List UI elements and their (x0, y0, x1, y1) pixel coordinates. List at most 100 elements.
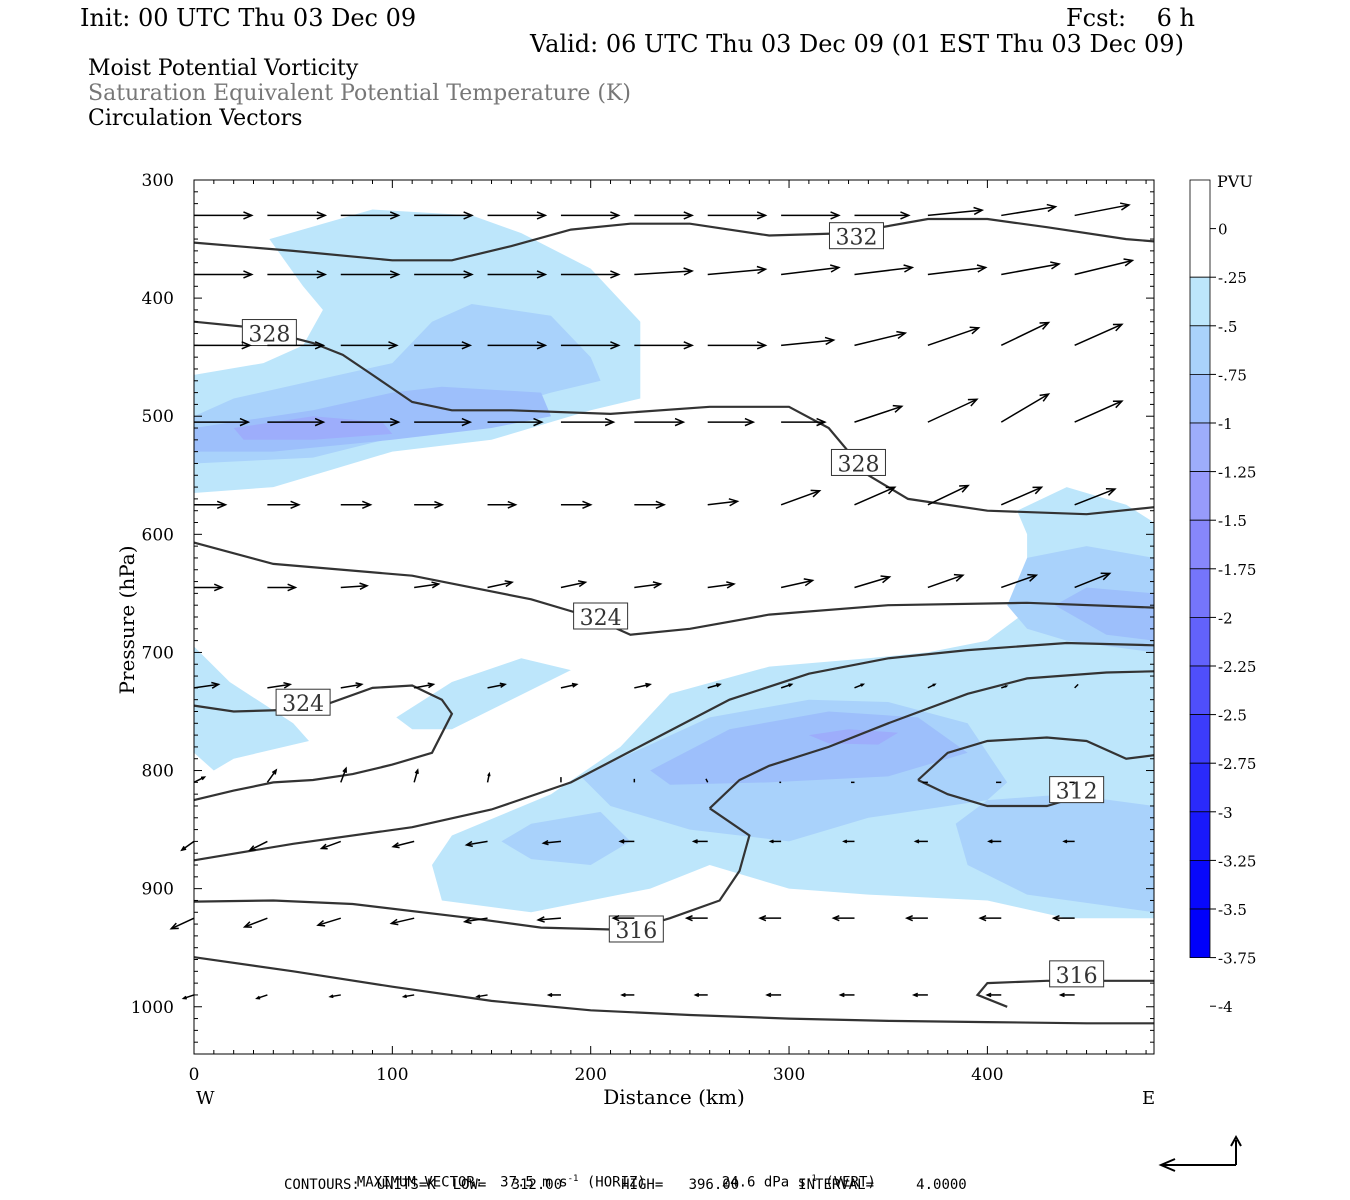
circulation-vector (768, 839, 782, 844)
pv-fill-layer (194, 209, 1154, 919)
pv-fill-region (955, 794, 1154, 913)
circulation-vector (194, 417, 251, 427)
circulation-vector (316, 917, 341, 927)
theta-es-contour (917, 736, 1155, 781)
circulation-vector (854, 683, 866, 689)
circulation-vector (560, 500, 593, 509)
circulation-vector (194, 500, 228, 509)
circulation-vector (634, 500, 667, 509)
colorbar-title: PVU (1217, 172, 1253, 191)
colorbar-label: -3.25 (1218, 852, 1256, 870)
colorbar-swatch (1189, 422, 1211, 472)
circulation-vector (340, 500, 373, 509)
circulation-vector (487, 500, 518, 509)
circulation-vector (1001, 261, 1061, 276)
circulation-vector (927, 206, 985, 217)
circulation-vector (854, 264, 915, 276)
circulation-vector (634, 267, 695, 276)
circulation-vector (927, 398, 979, 423)
circulation-vector (267, 583, 298, 592)
max-vector-suffix: (VERT) (816, 1174, 876, 1191)
contour-label-box (573, 602, 629, 630)
circulation-vector (780, 578, 815, 589)
theta-es-contour (708, 670, 1155, 810)
theta-es-contour (193, 641, 1155, 862)
colorbar-label: -2.5 (1218, 707, 1247, 725)
contour-label-box (1049, 960, 1105, 988)
circulation-vector (838, 992, 855, 998)
contours-note: CONTOURS: UNITS=K LOW= 312.00 HIGH= 396.… (284, 1177, 967, 1193)
circulation-vector (169, 917, 195, 930)
circulation-vector (1074, 323, 1124, 347)
circulation-vector (464, 840, 488, 848)
colorbar-swatch (1189, 519, 1211, 570)
circulation-vector (267, 681, 293, 689)
circulation-vector (913, 839, 928, 844)
circulation-vector (560, 211, 621, 220)
contour-label: 328 (248, 323, 290, 348)
colorbar-label: -2 (1218, 609, 1233, 627)
colorbar-swatch (1189, 325, 1211, 375)
circulation-vector (618, 839, 635, 844)
circulation-vector (340, 341, 399, 350)
circulation-vector (781, 264, 841, 276)
circulation-vector (414, 500, 445, 509)
circulation-vector (194, 211, 254, 220)
circulation-vector (414, 581, 441, 589)
circulation-vector (255, 994, 268, 1000)
circulation-vector (1074, 400, 1124, 423)
theta-es-contour (975, 979, 1154, 1008)
colorbar-swatch (1189, 665, 1211, 715)
circulation-vector (707, 265, 768, 276)
circulation-vector (780, 489, 822, 506)
theta-es-contour (193, 541, 1155, 636)
circulation-vector (487, 211, 548, 220)
circulation-vector (927, 683, 937, 689)
circulation-vector (904, 915, 928, 922)
east-label: E (1142, 1088, 1155, 1109)
colorbar-swatch (1189, 179, 1211, 278)
circulation-vector (475, 994, 488, 999)
theta-es-contour (193, 217, 1155, 262)
colorbar-swatch (1189, 276, 1211, 327)
circulation-vector (487, 270, 548, 279)
west-label: W (196, 1088, 215, 1109)
circulation-vector (181, 994, 195, 1000)
circulation-vector (634, 211, 695, 220)
theta-es-contour (193, 320, 1155, 516)
circulation-vector (414, 211, 474, 220)
circulation-vector (340, 682, 364, 689)
pv-fill-region (501, 811, 631, 865)
colorbar-label: -4 (1218, 998, 1233, 1016)
circulation-vector (705, 778, 709, 783)
circulation-vector (911, 992, 928, 998)
colorbar-swatch (1189, 811, 1211, 861)
circulation-vector (611, 915, 635, 922)
pv-fill-region (396, 658, 571, 730)
contour-label: 316 (615, 919, 657, 944)
circulation-vector (691, 839, 708, 844)
circulation-vector (1074, 202, 1131, 217)
valid-time: Valid: 06 UTC Thu 03 Dec 09 (01 EST Thu … (530, 30, 1184, 58)
circulation-vector (401, 994, 415, 999)
circulation-vector (560, 341, 621, 350)
circulation-vector (634, 581, 663, 589)
pv-colorbar: 0 -.25 -.5 -.75 -1 -1.25 -1.5 -1.75 -2 -2.25 -2.5 -… (1189, 179, 1256, 1016)
circulation-vector (486, 771, 491, 783)
contour-label: 312 (1056, 780, 1098, 805)
y-tick-label: 400 (142, 289, 174, 309)
circulation-vector (194, 583, 224, 592)
circulation-vector (267, 417, 326, 427)
y-tick-label: 300 (142, 171, 174, 191)
colorbar-swatch (1189, 617, 1211, 667)
x-axis: 0 100 200 300 400 (189, 180, 1147, 1085)
y-tick-label: 700 (142, 643, 174, 663)
circulation-vector (854, 211, 911, 220)
circulation-vector (693, 992, 708, 998)
circulation-vector (414, 417, 473, 427)
circulation-vector (267, 341, 326, 350)
field-title-vectors: Circulation Vectors (88, 106, 303, 131)
x-tick-label: 100 (376, 1065, 408, 1085)
colorbar-label: -.75 (1218, 366, 1247, 384)
